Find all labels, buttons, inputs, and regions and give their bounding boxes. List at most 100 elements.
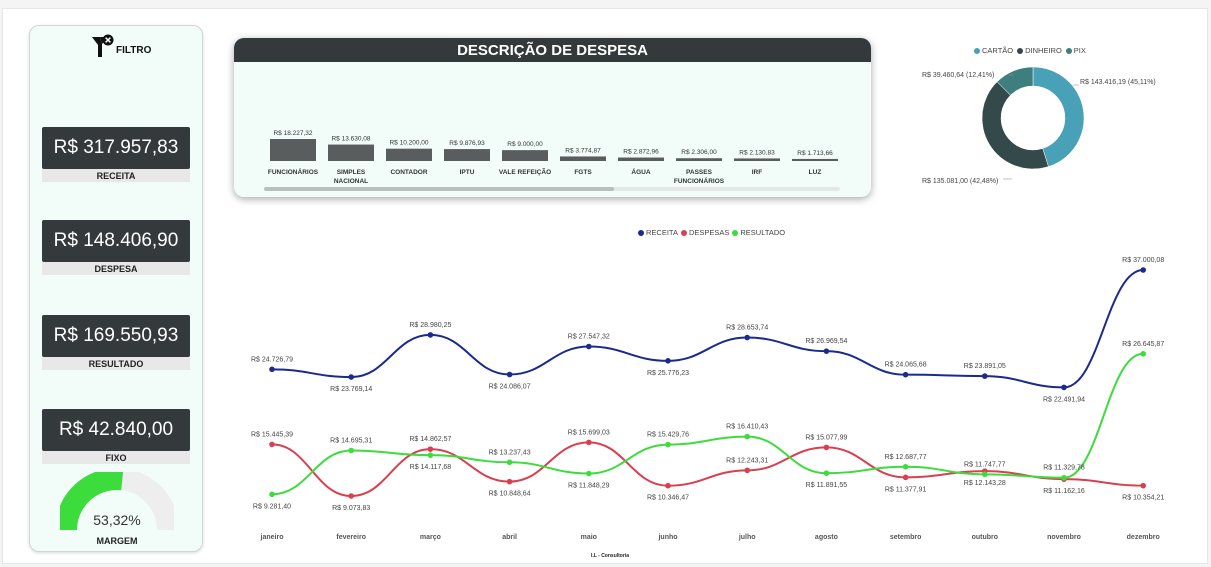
donut-slice[interactable] xyxy=(996,66,1034,96)
data-label: R$ 15.445,39 xyxy=(251,431,293,438)
series-line[interactable] xyxy=(271,269,1144,389)
expense-category-label: ÁGUA xyxy=(631,167,650,176)
data-point[interactable] xyxy=(506,371,513,378)
donut-slice[interactable] xyxy=(1032,66,1085,167)
data-point[interactable] xyxy=(1061,384,1067,391)
data-point[interactable] xyxy=(348,493,354,499)
expense-category-label: FUNCIONÁRIOS xyxy=(674,176,725,185)
data-label: R$ 14.862,57 xyxy=(409,436,451,443)
expense-bar[interactable] xyxy=(792,158,838,161)
data-label: R$ 15.699,03 xyxy=(568,429,610,436)
data-label: R$ 11.329,78 xyxy=(1043,465,1085,472)
kpi-fixo: R$ 42.840,00 FIXO xyxy=(42,409,190,464)
series-line[interactable] xyxy=(271,441,1144,498)
data-label: R$ 10.848,64 xyxy=(489,491,531,498)
data-point[interactable] xyxy=(823,348,830,354)
legend-item-dinheiro[interactable]: DINHEIRO xyxy=(1017,46,1062,55)
data-point[interactable] xyxy=(348,447,354,454)
data-point[interactable] xyxy=(665,482,671,489)
data-point[interactable] xyxy=(823,470,830,476)
data-point[interactable] xyxy=(902,371,909,378)
x-tick-label: setembro xyxy=(890,534,922,541)
data-point[interactable] xyxy=(902,463,909,470)
x-tick-label: dezembro xyxy=(1127,534,1160,541)
expense-category-label: CONTADOR xyxy=(390,169,427,176)
donut-slice-label: R$ 143.416,19 (45,11%) xyxy=(1080,79,1156,86)
data-point[interactable] xyxy=(744,467,750,474)
data-point[interactable] xyxy=(586,439,592,446)
data-point[interactable] xyxy=(269,491,275,498)
expense-bar[interactable] xyxy=(444,149,490,161)
data-point[interactable] xyxy=(506,459,513,466)
data-point[interactable] xyxy=(1061,474,1067,481)
legend-item-despesas[interactable]: DESPESAS xyxy=(680,228,729,237)
filter-button[interactable]: FILTRO xyxy=(91,33,151,59)
data-point[interactable] xyxy=(586,470,592,477)
expense-category-label: IPTU xyxy=(460,169,475,176)
expense-scrollbar[interactable] xyxy=(264,187,840,191)
data-point[interactable] xyxy=(427,446,434,452)
legend-label: RESULTADO xyxy=(740,228,786,237)
expense-bar[interactable] xyxy=(270,139,316,161)
donut-legend: CARTÃO DINHEIRO PIX xyxy=(974,46,1086,55)
x-tick-label: janeiro xyxy=(260,534,284,541)
data-point[interactable] xyxy=(1140,350,1146,357)
data-label: R$ 11.162,16 xyxy=(1043,488,1085,495)
data-label: R$ 23.769,14 xyxy=(330,386,372,393)
data-point[interactable] xyxy=(427,332,434,338)
expense-value-label: R$ 10.200,00 xyxy=(389,140,428,147)
donut-slice-label: R$ 39.460,64 (12,41%) xyxy=(922,72,994,79)
legend-dot xyxy=(732,229,739,236)
kpi-label: FIXO xyxy=(42,451,190,464)
data-point[interactable] xyxy=(982,373,988,379)
data-point[interactable] xyxy=(427,452,434,458)
expense-bar[interactable] xyxy=(618,157,664,161)
data-point[interactable] xyxy=(823,444,830,451)
data-point[interactable] xyxy=(665,358,671,364)
donut-slice[interactable] xyxy=(981,81,1049,170)
data-label: R$ 9.281,40 xyxy=(253,503,291,510)
data-point[interactable] xyxy=(902,474,909,481)
data-point[interactable] xyxy=(506,478,513,485)
data-point[interactable] xyxy=(665,441,671,448)
data-label: R$ 11.891,55 xyxy=(806,482,848,489)
expense-bar[interactable] xyxy=(676,158,722,161)
legend-item-cartao[interactable]: CARTÃO xyxy=(974,46,1013,55)
legend-item-resultado[interactable]: RESULTADO xyxy=(732,228,785,237)
x-tick-label: fevereiro xyxy=(336,534,366,541)
expense-bar[interactable] xyxy=(386,148,432,161)
data-point[interactable] xyxy=(982,471,988,478)
x-tick-label: julho xyxy=(738,534,756,541)
expense-bar[interactable] xyxy=(560,156,606,161)
legend-label: DINHEIRO xyxy=(1025,46,1062,55)
expense-bar[interactable] xyxy=(328,144,374,161)
data-point[interactable] xyxy=(744,334,750,341)
data-point[interactable] xyxy=(1140,267,1146,273)
expense-category-label: SIMPLES xyxy=(337,169,366,176)
legend-item-pix[interactable]: PIX xyxy=(1065,46,1086,55)
expense-scrollbar-thumb[interactable] xyxy=(264,187,614,191)
legend-item-receita[interactable]: RECEITA xyxy=(638,228,678,237)
data-point[interactable] xyxy=(586,343,592,350)
data-point[interactable] xyxy=(269,366,275,373)
data-label: R$ 28.653,74 xyxy=(726,325,768,332)
margin-label: MARGEM xyxy=(96,536,138,546)
x-tick-label: agosto xyxy=(815,534,838,541)
data-label: R$ 13.237,43 xyxy=(489,449,531,456)
data-label: R$ 37.000,08 xyxy=(1122,257,1164,264)
legend-dot xyxy=(1065,47,1072,54)
expense-category-label: FGTS xyxy=(574,169,592,176)
expense-bar[interactable] xyxy=(502,150,548,161)
data-point[interactable] xyxy=(1140,482,1146,489)
data-point[interactable] xyxy=(269,441,275,448)
kpi-resultado: R$ 169.550,93 RESULTADO xyxy=(42,315,190,370)
data-label: R$ 26.969,54 xyxy=(805,338,847,345)
data-point[interactable] xyxy=(348,374,354,380)
expense-bar[interactable] xyxy=(734,158,780,161)
data-label: R$ 22.491,94 xyxy=(1043,396,1085,403)
data-label: R$ 23.891,05 xyxy=(964,363,1006,370)
data-point[interactable] xyxy=(744,433,750,440)
expense-category-label: NACIONAL xyxy=(334,178,368,185)
data-label: R$ 24.726,79 xyxy=(251,356,293,363)
expense-category-label: VALE REFEIÇÃO xyxy=(499,167,551,176)
